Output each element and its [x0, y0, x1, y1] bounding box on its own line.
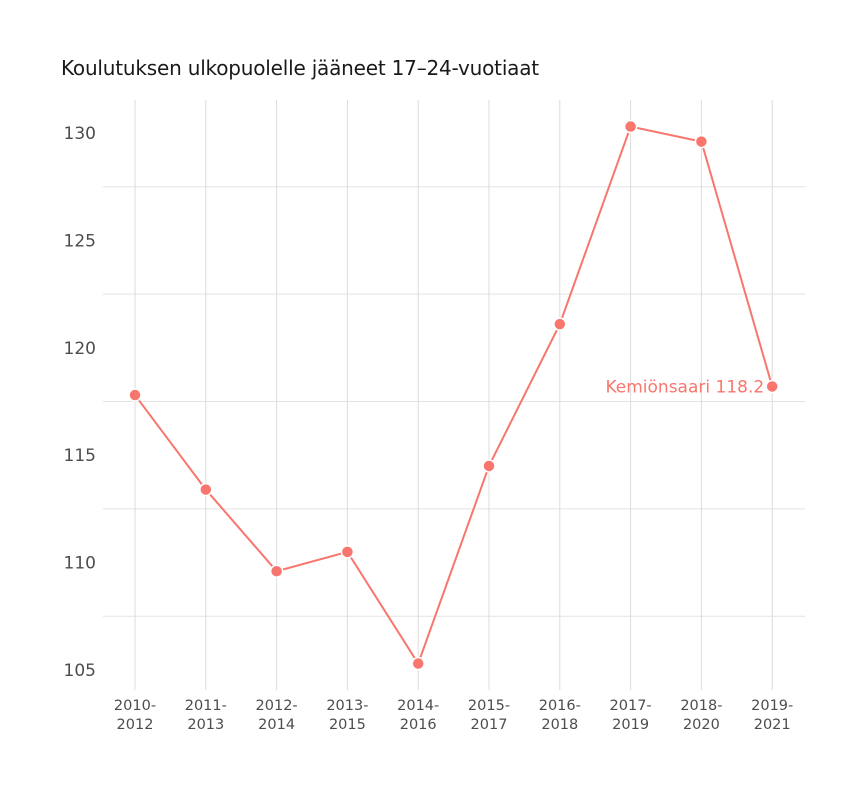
- x-tick-label: 2014: [258, 717, 295, 733]
- x-tick-label: 2021: [754, 717, 791, 733]
- x-tick-label: 2019-: [751, 698, 793, 714]
- series-line: [134, 125, 774, 666]
- data-point[interactable]: [765, 379, 779, 394]
- data-point[interactable]: [340, 545, 355, 559]
- x-tick-label: 2014-: [397, 698, 439, 714]
- data-series: [128, 119, 779, 671]
- data-point[interactable]: [553, 317, 567, 331]
- x-tick-label: 2013-: [326, 698, 368, 714]
- x-tick-label: 2012: [117, 717, 154, 733]
- x-tick-label: 2015-: [468, 698, 510, 714]
- x-tick-label: 2010-: [114, 698, 156, 714]
- x-tick-label: 2015: [329, 717, 366, 733]
- end-label: Kemiönsaari 118.2: [605, 377, 764, 397]
- x-tick-label: 2019: [612, 717, 649, 733]
- data-point[interactable]: [269, 564, 284, 578]
- x-axis: 2010- 2012 2011- 2013 2012- 2014 2013- 2015 2014…: [114, 698, 793, 733]
- x-tick-label: 2020: [683, 717, 720, 733]
- x-tick-label: 2016: [400, 717, 437, 733]
- x-tick-label: 2013: [187, 717, 224, 733]
- x-tick-label: 2011-: [185, 698, 227, 714]
- annotation: Kemiönsaari 118.2: [605, 377, 764, 397]
- data-point[interactable]: [411, 656, 425, 671]
- y-tick-label: 115: [64, 446, 96, 466]
- gridlines: [103, 100, 805, 690]
- y-tick-label: 105: [64, 661, 96, 681]
- data-point[interactable]: [199, 482, 213, 497]
- y-axis: 105 110 115 120 125 130: [64, 124, 96, 681]
- y-tick-label: 125: [64, 231, 96, 251]
- y-tick-label: 130: [64, 124, 96, 144]
- data-point[interactable]: [482, 459, 496, 473]
- x-tick-label: 2017: [471, 717, 508, 733]
- x-tick-label: 2012-: [256, 698, 298, 714]
- data-point[interactable]: [128, 388, 142, 402]
- data-point[interactable]: [694, 134, 709, 149]
- x-tick-label: 2018-: [680, 698, 722, 714]
- y-tick-label: 110: [64, 554, 96, 574]
- chart-title: Koulutuksen ulkopuolelle jääneet 17–24-v…: [61, 56, 539, 80]
- x-tick-label: 2017-: [610, 698, 652, 714]
- y-tick-label: 120: [64, 339, 96, 359]
- x-tick-label: 2016-: [539, 698, 581, 714]
- data-point[interactable]: [623, 119, 638, 134]
- x-tick-label: 2018: [541, 717, 578, 733]
